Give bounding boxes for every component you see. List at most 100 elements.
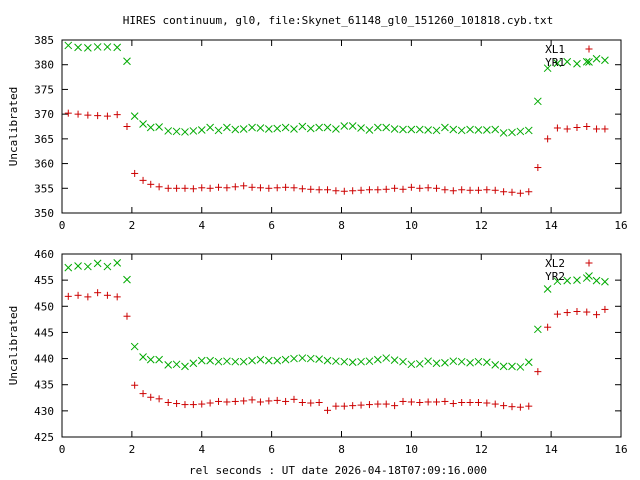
data-point-d2 [248,123,256,132]
data-point [74,291,82,299]
data-point [123,275,131,284]
data-point [544,323,552,331]
data-point-d2 [563,57,572,66]
data-point [466,186,474,194]
data-point-d2 [415,125,424,134]
data-point [415,359,424,368]
data-point [332,402,340,410]
data-point-d2 [441,358,449,367]
data-point-d2 [273,356,282,365]
data-point-d2 [390,356,399,364]
data-point-d2 [482,358,491,367]
data-point [466,125,474,134]
x-tick-label: 10 [405,443,418,456]
data-point [583,308,591,316]
data-point [256,184,264,192]
data-point [74,262,82,270]
legend-marker [585,272,593,280]
data-point [399,397,407,405]
y-tick-label: 360 [34,158,54,171]
data-point [282,183,290,191]
data-point [474,186,482,194]
data-point [441,397,449,405]
data-point [399,357,407,366]
data-point [433,184,441,192]
data-point [516,403,524,411]
data-point [64,109,72,117]
data-point [147,393,155,401]
data-point [491,186,499,194]
data-point [113,111,121,119]
data-point [573,59,581,68]
data-point [373,355,382,364]
data-point [103,262,112,271]
data-point-d2 [491,125,500,134]
data-point-d2 [373,123,382,132]
data-point [198,184,206,192]
data-point [365,126,374,134]
data-point [601,277,609,286]
data-point-d2 [306,124,315,133]
y-tick-label: 355 [34,182,54,195]
data-point [155,355,163,364]
data-point [164,127,173,135]
data-point [256,355,265,364]
data-point-d2 [64,41,73,50]
data-point-d2 [357,124,365,132]
data-point [508,403,516,411]
data-point [273,356,282,365]
x-tick-label: 0 [59,219,66,232]
x-tick-label: 6 [268,219,275,232]
data-point [74,110,82,118]
data-point [601,56,609,65]
data-point-d2 [474,126,483,134]
data-point [374,400,382,408]
data-point-d2 [223,357,231,366]
x-tick-label: 12 [475,443,488,456]
data-point-d2 [415,359,424,368]
data-point [206,123,214,132]
data-point [206,399,214,407]
y-tick-label: 375 [34,83,54,96]
data-point-d2 [290,125,298,133]
data-point [573,276,581,284]
data-point [508,362,516,371]
data-point [365,186,373,194]
legend-label: XL1 [545,43,565,56]
data-point-d2 [84,44,92,52]
data-point-d2 [130,112,139,120]
data-point [146,355,155,364]
data-point [198,400,206,408]
data-point [298,398,306,406]
data-point-d2 [407,360,416,369]
data-point-d2 [155,355,163,364]
data-point-d2 [146,123,155,132]
data-point [231,125,240,134]
data-point-d2 [214,357,223,366]
data-point [223,184,231,192]
data-point-d2 [298,354,307,362]
data-point [441,358,449,367]
data-point [524,358,533,367]
data-point-d2 [365,357,374,366]
data-point [553,124,561,132]
data-point [256,398,264,406]
data-point [491,125,500,134]
data-point [146,123,155,132]
data-point [583,123,591,130]
data-point-d2 [239,125,248,133]
data-point-d2 [64,263,73,272]
series-xl1 [64,109,609,197]
data-point-d2 [382,354,391,362]
data-point-d2 [189,359,198,368]
legend-label: XL2 [545,257,565,270]
data-point [391,402,399,410]
data-point [214,126,223,135]
data-point [74,43,82,52]
data-point [281,355,290,364]
data-point [315,355,323,363]
data-point-d2 [290,354,298,363]
data-point [239,357,248,366]
